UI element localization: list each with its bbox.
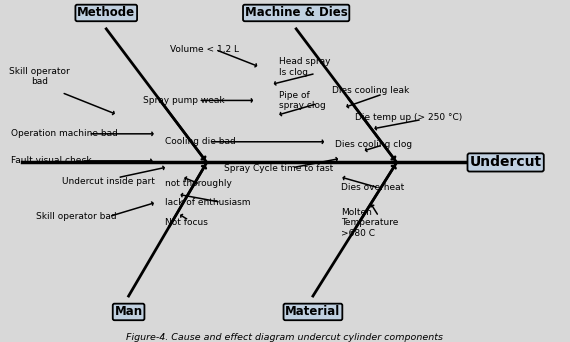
Text: Molten
Temperature
>680 C: Molten Temperature >680 C xyxy=(341,208,398,238)
Text: Cooling die bad: Cooling die bad xyxy=(165,137,235,146)
Text: Fault visual check: Fault visual check xyxy=(11,156,92,166)
Text: Figure-4. Cause and effect diagram undercut cylinder components: Figure-4. Cause and effect diagram under… xyxy=(127,333,443,342)
Text: Dies overheat: Dies overheat xyxy=(341,183,404,193)
Text: Volume < 1,2 L: Volume < 1,2 L xyxy=(170,45,239,54)
Text: Spray pump weak: Spray pump weak xyxy=(142,96,224,105)
Text: Head spray
Is clog: Head spray Is clog xyxy=(279,57,331,77)
Text: Machine & Dies: Machine & Dies xyxy=(245,6,348,19)
Text: not thoroughly: not thoroughly xyxy=(165,179,232,188)
Text: Dies cooling clog: Dies cooling clog xyxy=(335,141,413,149)
Text: Skill operator
bad: Skill operator bad xyxy=(9,67,70,86)
Text: Die temp up (> 250 °C): Die temp up (> 250 °C) xyxy=(355,114,462,122)
Text: Dies cooling leak: Dies cooling leak xyxy=(332,87,410,95)
Text: Skill operator bad: Skill operator bad xyxy=(36,212,117,221)
Text: Operation machine bad: Operation machine bad xyxy=(11,129,118,138)
Text: Man: Man xyxy=(115,305,142,318)
Text: Material: Material xyxy=(286,305,340,318)
Text: Methode: Methode xyxy=(77,6,135,19)
Text: lack of enthusiasm: lack of enthusiasm xyxy=(165,198,250,207)
Text: Undercut: Undercut xyxy=(470,156,542,169)
Text: Spray Cycle time to fast: Spray Cycle time to fast xyxy=(223,164,333,173)
Text: Undercut inside part: Undercut inside part xyxy=(62,177,154,186)
Text: Not focus: Not focus xyxy=(165,219,208,227)
Text: Pipe of
spray clog: Pipe of spray clog xyxy=(279,91,326,110)
